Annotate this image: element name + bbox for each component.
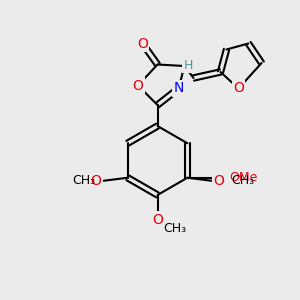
Text: OMe: OMe	[230, 171, 258, 184]
Text: O: O	[91, 174, 102, 188]
Text: CH₃: CH₃	[163, 221, 186, 235]
Text: O: O	[133, 79, 143, 92]
Text: O: O	[233, 82, 244, 95]
Text: CH₃: CH₃	[231, 174, 254, 187]
Text: N: N	[173, 82, 184, 95]
Text: O: O	[137, 37, 148, 50]
Text: H: H	[183, 59, 193, 72]
Text: O: O	[213, 174, 224, 188]
Text: CH₃: CH₃	[72, 174, 95, 187]
Text: O: O	[152, 213, 163, 226]
